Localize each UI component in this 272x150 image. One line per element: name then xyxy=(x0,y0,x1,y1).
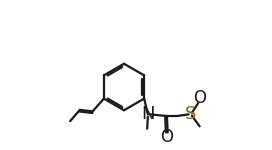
Text: N: N xyxy=(141,105,155,123)
Text: O: O xyxy=(193,89,206,107)
Text: O: O xyxy=(160,128,173,146)
Text: S: S xyxy=(185,105,196,123)
